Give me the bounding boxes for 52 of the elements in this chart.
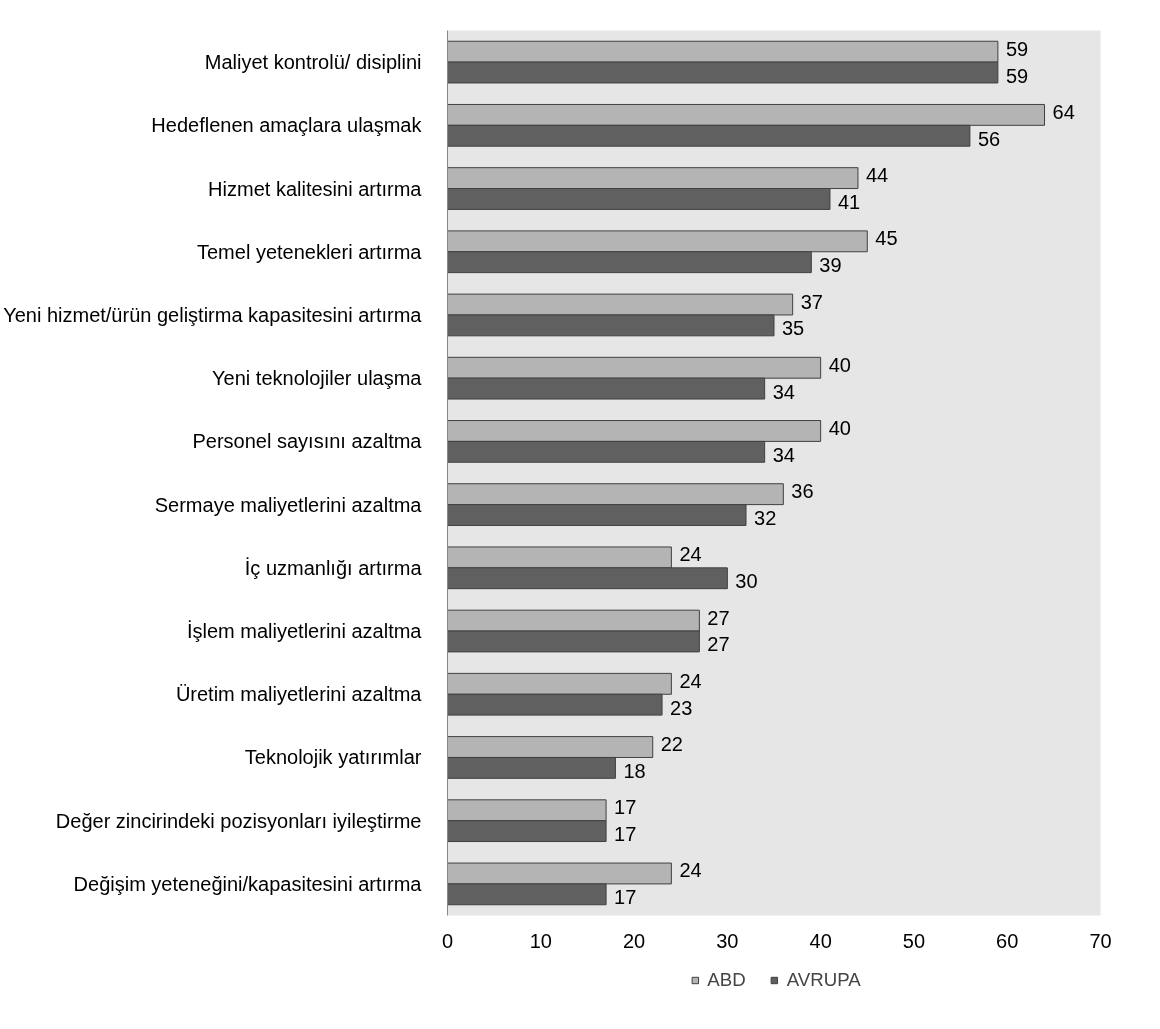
legend-label: AVRUPA — [786, 969, 861, 991]
data-label: 30 — [735, 570, 758, 593]
data-label: 23 — [670, 696, 693, 719]
data-label: 34 — [772, 380, 795, 403]
x-tick-label: 50 — [902, 929, 926, 952]
data-label: 32 — [754, 507, 777, 530]
y-tick-label: Personel sayısını azaltma — [192, 430, 423, 453]
y-tick-label: Hizmet kalitesini artırma — [208, 177, 423, 200]
x-tick-label: 70 — [1089, 929, 1112, 952]
x-tick-label: 30 — [716, 929, 739, 952]
x-tick-label: 10 — [529, 929, 552, 952]
data-label: 37 — [800, 290, 823, 313]
y-tick-label: Teknolojik yatırımlar — [244, 746, 422, 769]
x-tick-label: 20 — [622, 929, 646, 952]
data-label: 44 — [865, 164, 889, 187]
data-label: 59 — [1005, 37, 1029, 60]
x-tick-label: 60 — [996, 929, 1019, 952]
y-tick-label: Hedeflenen amaçlara ulaşmak — [151, 114, 423, 137]
data-label: 27 — [707, 633, 730, 656]
data-label: 36 — [791, 480, 814, 503]
data-label: 24 — [679, 859, 702, 882]
y-tick-label: Maliyet kontrolü/ disiplini — [204, 51, 422, 74]
y-tick-label: Değer zincirindeki pozisyonları iyileştirme — [55, 809, 422, 832]
data-label: 59 — [1005, 64, 1029, 87]
data-label: 17 — [614, 886, 637, 909]
y-tick-label: İşlem maliyetlerini azaltma — [186, 620, 423, 643]
y-tick-label: Temel yetenekleri artırma — [196, 240, 423, 263]
data-label: 18 — [623, 759, 646, 782]
data-label: 64 — [1052, 100, 1075, 123]
data-label: 45 — [875, 227, 898, 250]
y-tick-label: Değişim yeteneğini/kapasitesini artırma — [73, 872, 423, 895]
data-label: 22 — [660, 733, 683, 756]
y-tick-label: Yeni teknolojiler ulaşma — [212, 367, 423, 390]
data-label: 24 — [679, 669, 702, 692]
y-tick-label: Yeni hizmet/ürün geliştirma kapasitesini artırma — [3, 303, 423, 326]
x-tick-label: 40 — [809, 929, 832, 952]
data-label: 40 — [828, 353, 851, 376]
data-label: 39 — [819, 254, 842, 277]
data-label: 35 — [782, 317, 805, 340]
y-tick-label: Üretim maliyetlerini azaltma — [175, 683, 423, 706]
data-label: 17 — [614, 796, 637, 819]
data-label: 34 — [772, 443, 795, 466]
data-label: 56 — [977, 127, 1001, 150]
data-label: 41 — [837, 190, 861, 213]
x-tick-label: 0 — [441, 929, 454, 952]
y-tick-label: İç uzmanlığı artırma — [244, 556, 423, 579]
y-tick-label: Sermaye maliyetlerini azaltma — [154, 493, 423, 516]
data-label: 40 — [828, 416, 851, 439]
data-label: 17 — [614, 823, 637, 846]
data-label: 27 — [707, 606, 730, 629]
legend-label: ABD — [707, 969, 746, 991]
data-label: 24 — [679, 543, 702, 566]
